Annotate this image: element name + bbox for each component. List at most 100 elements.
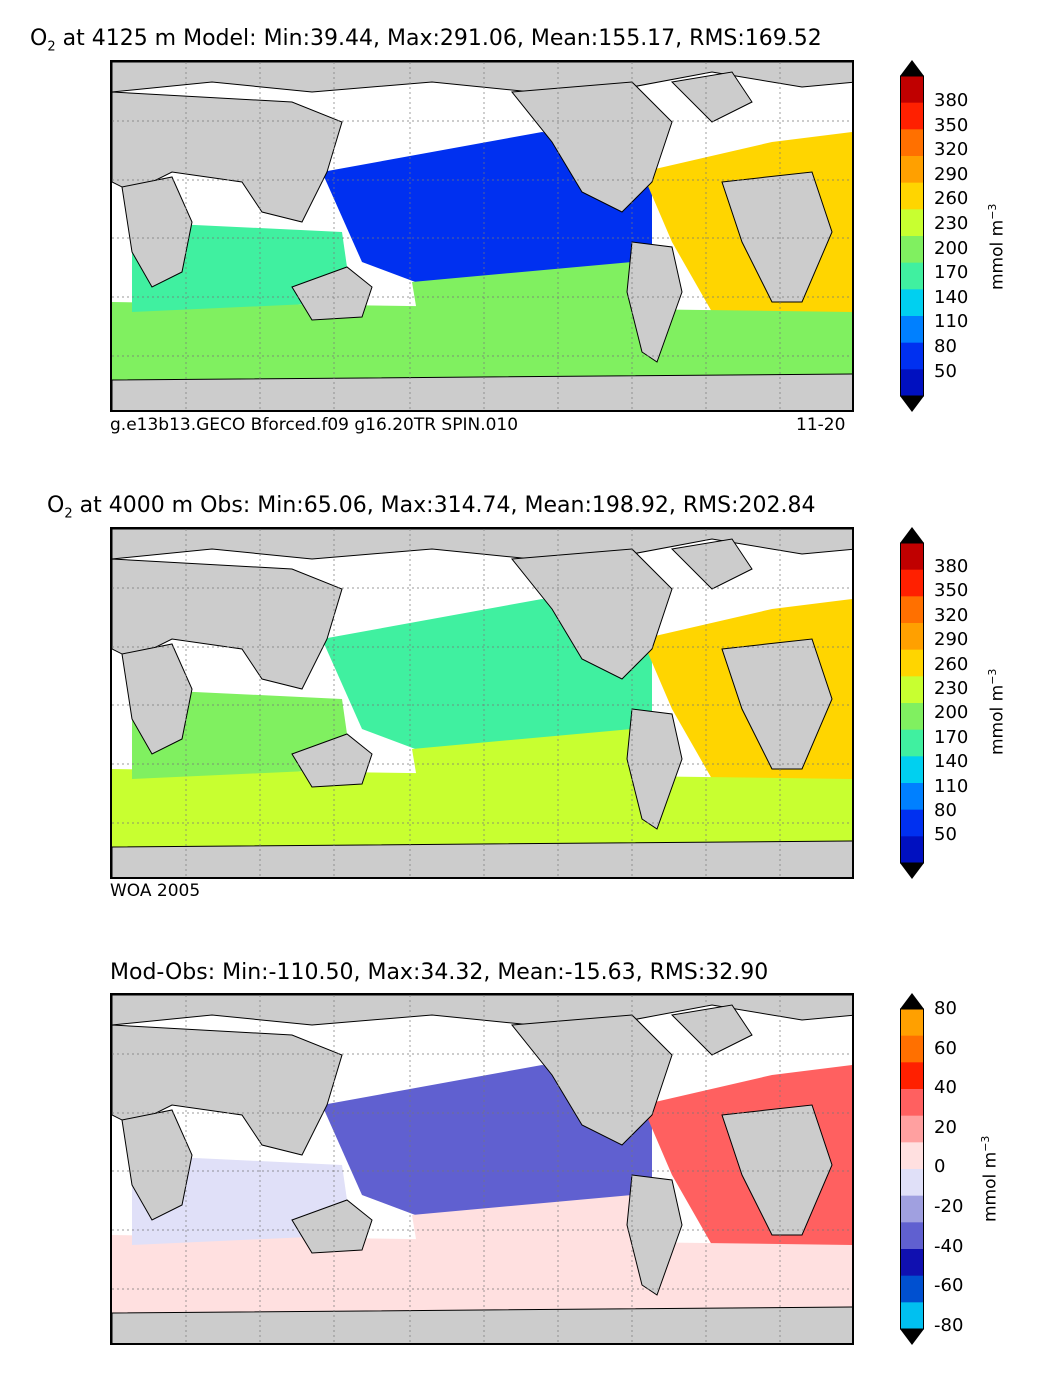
colorbar-segment bbox=[900, 209, 924, 237]
colorbar-tick-label: 170 bbox=[934, 726, 969, 748]
colorbar-tick-label: 20 bbox=[934, 1116, 957, 1138]
colorbar-segment bbox=[900, 369, 924, 397]
north-pacific-field bbox=[322, 1065, 652, 1245]
panel1-caption-left: g.e13b13.GECO Bforced.f09 g16.20TR SPIN.… bbox=[110, 415, 519, 435]
colorbar-tick-label: 40 bbox=[934, 1077, 957, 1099]
colorbar-tick-label: 260 bbox=[934, 188, 969, 210]
colorbar-tick-label: 320 bbox=[934, 139, 969, 161]
north-america-land bbox=[511, 548, 673, 680]
colorbar-tick-label: 350 bbox=[934, 114, 969, 136]
panel2-map bbox=[110, 527, 854, 879]
greenland-land bbox=[670, 1004, 753, 1056]
south-america-land bbox=[626, 241, 683, 363]
colorbar-segment bbox=[900, 783, 924, 811]
south-pacific-field bbox=[412, 1195, 652, 1275]
colorbar-tick-label: 200 bbox=[934, 237, 969, 259]
colorbar-tick-label: 0 bbox=[934, 1156, 946, 1178]
colorbar-segment bbox=[900, 1142, 924, 1170]
colorbar-segment bbox=[900, 543, 924, 571]
colorbar-segment bbox=[900, 342, 924, 370]
colorbar-segment bbox=[900, 1009, 924, 1037]
colorbar-outline bbox=[900, 542, 924, 864]
south-america-land bbox=[626, 708, 683, 830]
colorbar-segment bbox=[900, 676, 924, 704]
colorbar-segment bbox=[900, 289, 924, 317]
colorbar-segment bbox=[900, 1089, 924, 1117]
colorbar-top-extend bbox=[900, 60, 924, 76]
africa-east-land bbox=[721, 1104, 833, 1236]
south-pacific-field bbox=[412, 729, 652, 809]
colorbar-tick-label: 50 bbox=[934, 824, 957, 846]
colorbar-segment bbox=[900, 649, 924, 677]
colorbar-tick-label: 80 bbox=[934, 800, 957, 821]
colorbar-segment bbox=[900, 596, 924, 624]
colorbar-segment bbox=[900, 729, 924, 757]
africa-east-land bbox=[721, 638, 833, 770]
colorbar-segment bbox=[900, 1275, 924, 1303]
colorbar-tick-label: 350 bbox=[934, 580, 969, 602]
colorbar-segment bbox=[900, 756, 924, 784]
colorbar-segment bbox=[900, 1115, 924, 1143]
colorbar-tick-label: -40 bbox=[934, 1235, 964, 1257]
colorbar-top-extend bbox=[900, 993, 924, 1009]
africa-east-land bbox=[721, 171, 833, 303]
colorbar-tick-label: 320 bbox=[934, 604, 969, 626]
panel1-colorbar-label: mmol m−3 bbox=[986, 203, 1008, 290]
colorbar-segment bbox=[900, 182, 924, 210]
panel1-title: O2 at 4125 m Model: Min:39.44, Max:291.0… bbox=[30, 26, 822, 55]
colorbar-tick-label: 230 bbox=[934, 213, 969, 234]
colorbar-segment bbox=[900, 703, 924, 731]
colorbar-tick-label: -60 bbox=[934, 1275, 964, 1297]
colorbar-outline bbox=[900, 1008, 924, 1330]
colorbar-segment bbox=[900, 316, 924, 344]
colorbar-tick-label: 140 bbox=[934, 751, 969, 773]
south-pacific-field bbox=[412, 262, 652, 342]
colorbar-tick-label: 290 bbox=[934, 163, 969, 185]
colorbar-segment bbox=[900, 1035, 924, 1063]
colorbar-tick-label: 80 bbox=[934, 998, 957, 1019]
colorbar-tick-label: 380 bbox=[934, 556, 969, 577]
colorbar-bottom-extend bbox=[900, 396, 924, 412]
colorbar-tick-label: 260 bbox=[934, 653, 969, 675]
colorbar-tick-label: 200 bbox=[934, 702, 969, 724]
africa-land bbox=[121, 176, 193, 288]
colorbar-tick-label: 170 bbox=[934, 262, 969, 284]
panel1-colorbar bbox=[900, 60, 924, 412]
colorbar-segment bbox=[900, 1249, 924, 1277]
panel3-title: Mod-Obs: Min:-110.50, Max:34.32, Mean:-1… bbox=[110, 960, 769, 985]
australia-land bbox=[291, 733, 373, 788]
panel2-caption-left: WOA 2005 bbox=[110, 881, 201, 901]
africa-land bbox=[121, 643, 193, 755]
colorbar-tick-label: 110 bbox=[934, 775, 969, 797]
australia-land bbox=[291, 266, 373, 321]
panel1-map bbox=[110, 60, 854, 412]
colorbar-segment bbox=[900, 102, 924, 130]
colorbar-segment bbox=[900, 809, 924, 837]
colorbar-tick-label: 230 bbox=[934, 678, 969, 699]
colorbar-tick-label: 80 bbox=[934, 336, 957, 357]
colorbar-bottom-extend bbox=[900, 1329, 924, 1345]
colorbar-segment bbox=[900, 76, 924, 104]
panel2-colorbar bbox=[900, 527, 924, 879]
colorbar-outline bbox=[900, 75, 924, 397]
panel3-colorbar bbox=[900, 993, 924, 1345]
colorbar-tick-label: 380 bbox=[934, 90, 969, 111]
south-america-land bbox=[626, 1174, 683, 1296]
colorbar-segment bbox=[900, 1222, 924, 1250]
colorbar-segment bbox=[900, 236, 924, 264]
colorbar-tick-label: 60 bbox=[934, 1037, 957, 1059]
colorbar-segment bbox=[900, 1062, 924, 1090]
colorbar-segment bbox=[900, 156, 924, 184]
colorbar-tick-label: 50 bbox=[934, 360, 957, 382]
colorbar-segment bbox=[900, 1302, 924, 1330]
panel2-title: O2 at 4000 m Obs: Min:65.06, Max:314.74,… bbox=[47, 493, 816, 522]
greenland-land bbox=[670, 538, 753, 590]
colorbar-segment bbox=[900, 262, 924, 290]
colorbar-top-extend bbox=[900, 527, 924, 543]
colorbar-segment bbox=[900, 1169, 924, 1197]
north-pacific-field bbox=[322, 599, 652, 779]
australia-land bbox=[291, 1199, 373, 1254]
colorbar-tick-label: -20 bbox=[934, 1196, 964, 1217]
colorbar-segment bbox=[900, 569, 924, 597]
colorbar-tick-label: -80 bbox=[934, 1314, 964, 1336]
